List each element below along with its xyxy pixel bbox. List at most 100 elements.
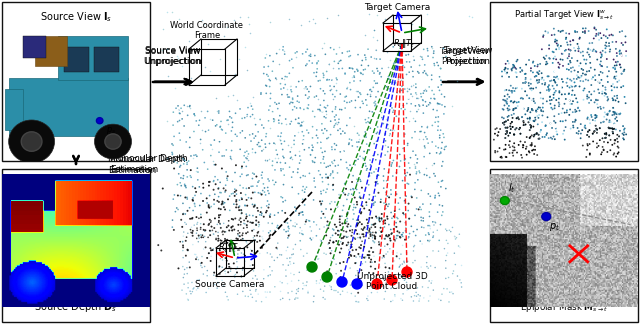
Point <box>294 100 304 105</box>
Point <box>614 150 624 155</box>
Point <box>370 259 380 264</box>
Point <box>269 141 279 146</box>
Point <box>319 222 329 227</box>
Point <box>234 208 244 213</box>
Point <box>392 137 403 143</box>
Point <box>419 172 429 177</box>
Point <box>374 215 384 220</box>
Point <box>327 147 337 152</box>
Point <box>616 51 627 56</box>
Point <box>504 143 514 148</box>
Point <box>246 292 256 297</box>
Point <box>527 141 537 146</box>
Point <box>325 83 335 88</box>
Point <box>178 212 188 217</box>
Point <box>550 124 560 130</box>
Point <box>223 297 234 303</box>
Point <box>388 44 399 49</box>
Point <box>423 230 433 236</box>
Point <box>186 227 196 232</box>
Point <box>502 58 513 64</box>
Circle shape <box>97 118 103 124</box>
Point <box>402 170 412 175</box>
Point <box>335 217 345 222</box>
Point <box>419 88 429 93</box>
Point <box>280 270 290 275</box>
Point <box>344 54 354 59</box>
Point <box>386 192 396 197</box>
Point <box>401 59 412 64</box>
Point <box>270 100 280 105</box>
Point <box>273 240 283 246</box>
Point <box>207 248 217 253</box>
Point <box>386 257 396 262</box>
Point <box>409 58 419 63</box>
Point <box>572 76 582 82</box>
Point <box>560 92 570 97</box>
Point <box>189 113 200 118</box>
Point <box>422 260 432 265</box>
Point <box>506 98 516 104</box>
Point <box>531 117 541 122</box>
Point <box>379 296 389 302</box>
Point <box>262 72 272 77</box>
Point <box>264 213 275 218</box>
Point <box>286 100 296 105</box>
Point <box>251 298 261 304</box>
Point <box>518 143 529 148</box>
Point <box>321 252 332 257</box>
Point <box>550 80 561 85</box>
Point <box>441 54 451 59</box>
Point <box>365 126 376 131</box>
Point <box>428 107 438 112</box>
Point <box>404 234 414 239</box>
Point <box>317 109 328 114</box>
Point <box>493 133 503 138</box>
Point <box>372 37 382 42</box>
Point <box>503 66 513 72</box>
Point <box>579 124 589 130</box>
Point <box>202 280 212 285</box>
Point <box>308 194 318 199</box>
Point <box>383 122 393 127</box>
Point <box>285 116 295 121</box>
Point <box>211 182 221 187</box>
Point <box>258 75 268 80</box>
Point <box>417 54 427 60</box>
Point <box>222 240 232 246</box>
Point <box>520 71 531 76</box>
Point <box>550 88 561 93</box>
Point <box>531 131 541 136</box>
Point <box>609 74 620 79</box>
Point <box>407 135 417 140</box>
Point <box>615 48 625 53</box>
Point <box>243 174 253 179</box>
Point <box>337 236 347 241</box>
Point <box>541 123 551 128</box>
Point <box>381 49 392 54</box>
Point <box>193 220 203 225</box>
Point <box>335 274 346 280</box>
Point <box>317 150 328 155</box>
Point <box>545 87 555 92</box>
Point <box>369 71 379 76</box>
Point <box>330 117 340 122</box>
Point <box>297 209 307 214</box>
Point <box>386 187 396 192</box>
Point <box>177 288 187 293</box>
Point <box>435 66 445 71</box>
Point <box>511 74 522 79</box>
Point <box>304 274 314 280</box>
Point <box>395 208 405 214</box>
Point <box>292 98 302 104</box>
Point <box>326 171 336 177</box>
Circle shape <box>372 279 382 289</box>
Point <box>329 227 339 233</box>
Point <box>369 201 379 206</box>
Point <box>392 236 402 241</box>
Point <box>296 231 307 236</box>
Point <box>337 175 348 180</box>
Point <box>538 105 548 110</box>
Point <box>215 212 225 217</box>
Point <box>275 113 285 118</box>
